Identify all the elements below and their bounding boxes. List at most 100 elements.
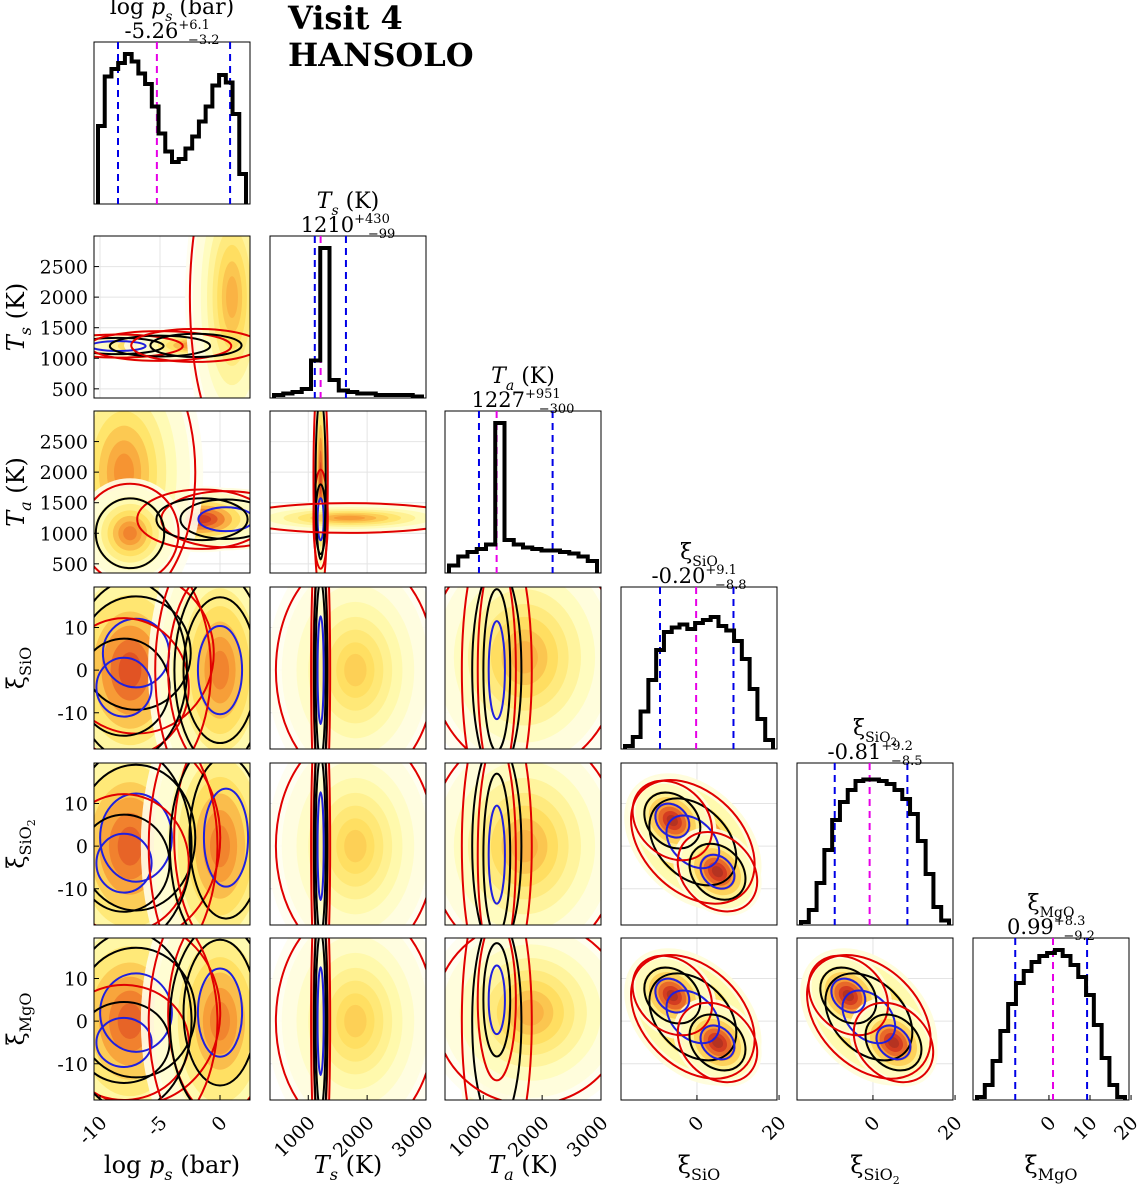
density-panel-xiMgO-vs-Ta [444,937,602,1101]
contour-2sigma [314,763,327,925]
panel-frame [269,235,427,399]
contour-2sigma [824,972,914,1062]
contour-3sigma [173,763,194,925]
contour-2sigma [688,1013,747,1072]
contour-3sigma [631,954,714,1037]
histogram-panel-Ts: Ts (K)1210+430 −99 [269,189,427,399]
contour-1sigma [487,964,506,1036]
contour-1sigma [99,972,173,1053]
panel-frame [93,586,251,750]
contour-3sigma [274,763,426,925]
density-layer [319,461,322,495]
contour-2sigma [173,587,250,749]
contour-2sigma [314,411,327,561]
title-line-2: HANSOLO [288,36,474,74]
contour-3sigma [270,502,426,534]
contour-3sigma [167,938,250,1100]
panel-frame [796,937,954,1101]
contour-3sigma [476,763,517,925]
x-tick-label: 20 [1110,1112,1143,1145]
contour-3sigma [154,587,170,749]
contour-1sigma [99,792,173,883]
contour-3sigma [189,587,212,749]
title-line-1: Visit 4 [288,0,403,37]
density-layer [333,515,366,521]
contour-2sigma [168,763,250,925]
panel-frame [444,586,602,750]
contour-2sigma [688,842,747,901]
density-layer [344,653,367,687]
contour-3sigma [147,763,162,925]
contour-1sigma [487,620,506,721]
contour-2sigma [864,1013,923,1072]
y-axis-label: ξSiO [2,647,35,689]
contour-3sigma [274,938,426,1100]
contour-3sigma [852,1001,935,1084]
contour-1sigma [487,804,506,905]
contour-2sigma [312,938,329,1100]
histogram-step [975,948,1127,1100]
histogram-summary: 1227+951 −300 [472,387,575,417]
y-axis-label: Ts (K) [2,283,35,352]
density-panel-xiMgO-vs-xiSiO2 [796,937,954,1101]
contour-3sigma [188,236,203,398]
histogram-panel-logps: log ps (bar)-5.26+6.1 −3.2 [93,0,251,205]
contour-2sigma [819,966,878,1025]
density-layer [117,826,143,866]
panel-frame [444,937,602,1101]
contour-1sigma [202,787,250,888]
x-tick-label: 0 [1036,1112,1060,1136]
y-tick-label: -10 [57,879,88,901]
histogram-title-label: Ts (K) [317,189,379,219]
contour-1sigma [699,853,736,890]
x-tick-label: 3000 [563,1112,613,1162]
panel-frame [269,937,427,1101]
y-tick-label: 10 [64,794,88,816]
panel-frame [93,762,251,926]
x-tick-label: 20 [758,1112,791,1145]
density-layer [226,276,238,319]
contour-2sigma [94,587,188,749]
x-axis-label: Ts (K) [314,1151,383,1184]
y-tick-label: 10 [64,969,88,991]
contour-2sigma [643,791,702,850]
density-panel-xiSiO-vs-logps: -10 0 10 ξSiO [2,586,251,750]
contour-2sigma [482,772,512,925]
x-axis-label: Ta (K) [488,1151,558,1184]
y-axis-label: Ta (K) [2,457,35,527]
density-panel-xiSiO-vs-Ts [269,586,427,750]
y-tick-label: 1500 [40,318,88,340]
x-tick-label: 0 [684,1112,708,1136]
contour-2sigma [312,763,329,925]
x-axis-label: log ps (bar) [104,1151,240,1184]
x-tick-label: 1000 [270,1112,320,1162]
y-axis-label: ξSiO2 [2,819,38,868]
density-layer [516,999,544,1026]
contour-3sigma [94,938,222,1100]
contour-3sigma [460,763,533,925]
contour-3sigma [312,411,329,573]
y-tick-label: 0 [76,1011,88,1033]
x-tick-label: -10 [74,1112,111,1149]
y-tick-label: 2500 [40,432,88,454]
contour-2sigma [94,595,192,711]
contour-2sigma [312,587,329,749]
contour-1sigma [316,497,325,542]
x-tick-label: 10 [1069,1112,1102,1145]
density-layer [344,829,367,863]
contour-2sigma [182,596,250,745]
contour-1sigma [197,506,250,533]
histogram-step [799,777,951,925]
contour-3sigma [168,411,197,573]
contour-2sigma [179,498,250,540]
contour-3sigma [476,938,517,1082]
density-panel-xiSiO2-vs-xiSiO [620,762,778,926]
contour-3sigma [94,482,180,573]
contour-2sigma [94,938,193,1100]
panel-frame [93,410,251,574]
contour-3sigma [807,954,890,1037]
contour-2sigma [648,797,738,887]
density-layer [210,650,230,690]
